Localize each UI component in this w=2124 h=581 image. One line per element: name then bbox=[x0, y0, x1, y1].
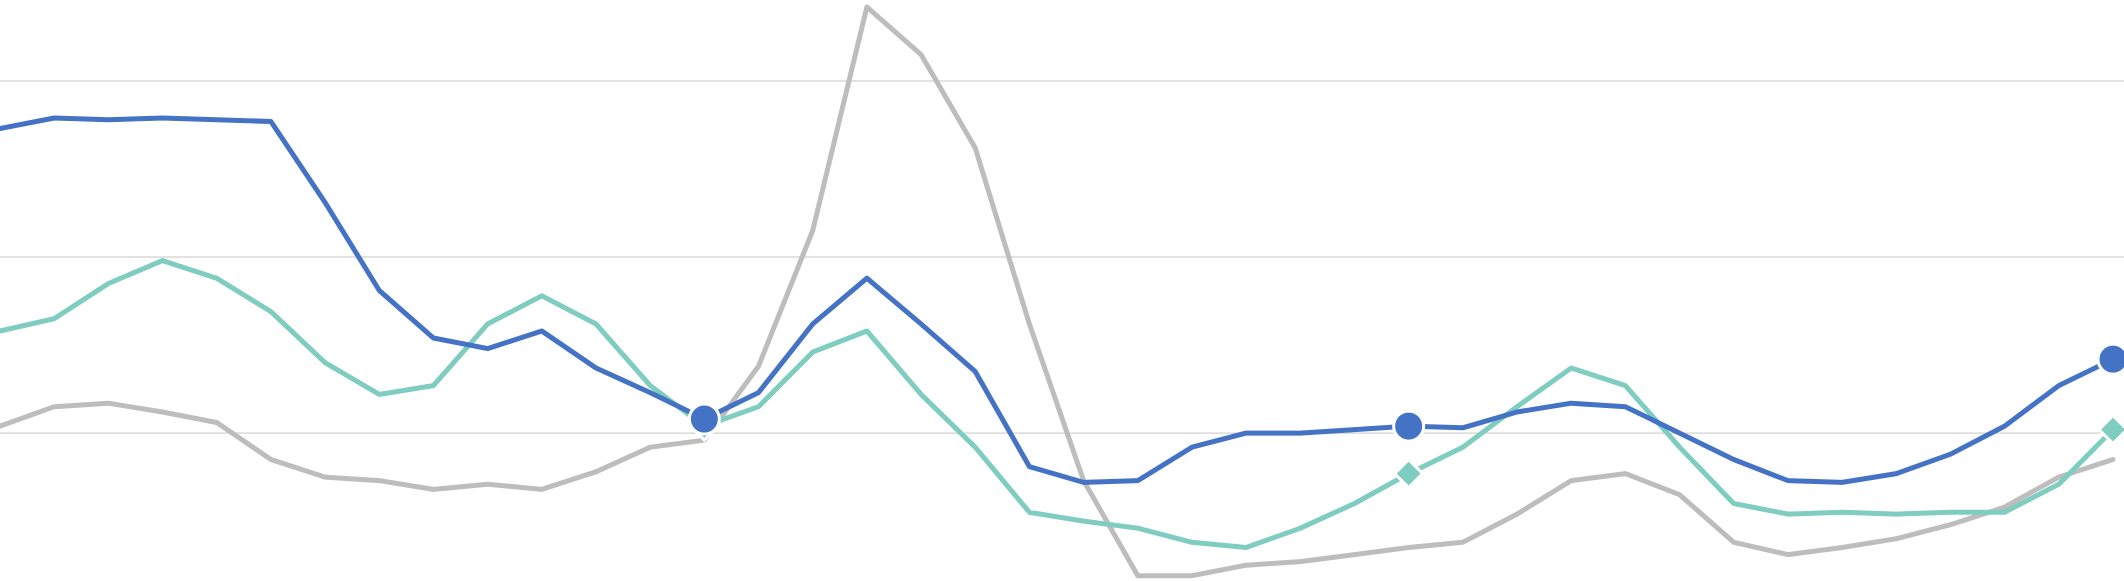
series-line bbox=[0, 115, 2116, 485]
marker bbox=[2096, 413, 2124, 446]
marker bbox=[1392, 409, 1426, 443]
marker bbox=[1392, 457, 1425, 490]
marker bbox=[2096, 342, 2124, 376]
series-line bbox=[0, 4, 2116, 579]
marker bbox=[687, 402, 721, 436]
series-line bbox=[0, 258, 2116, 550]
